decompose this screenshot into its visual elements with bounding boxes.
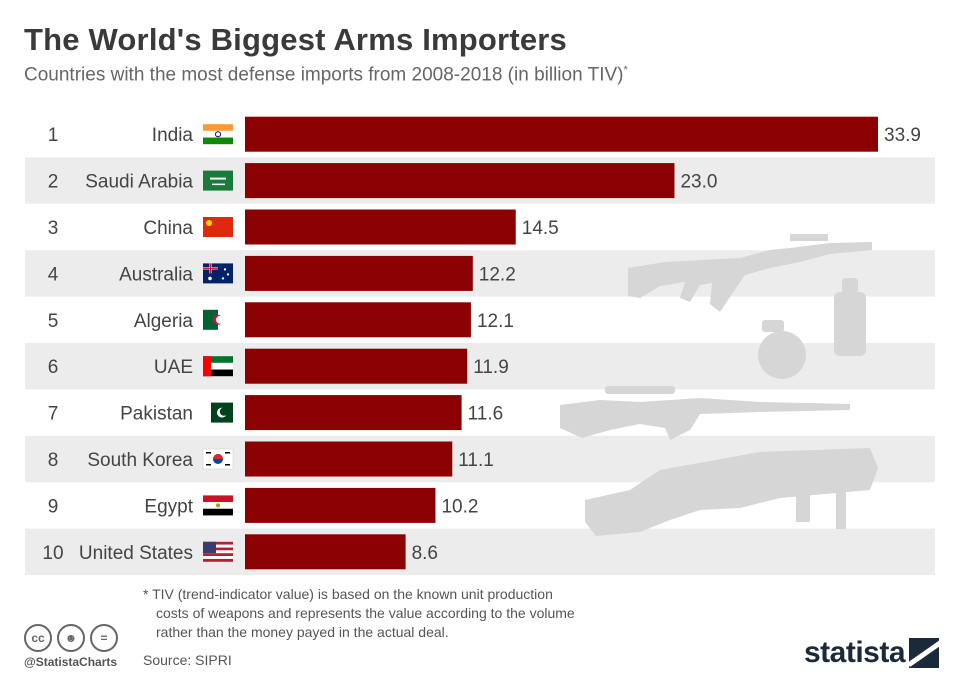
flag-india-icon [203, 124, 233, 145]
category-label: Egypt [144, 496, 193, 517]
value-label: 11.9 [473, 357, 509, 378]
sniper-rifle-icon [560, 386, 850, 440]
logo-text: statista [804, 636, 906, 669]
flag-south-korea-icon [202, 448, 234, 470]
rocket-launcher-icon [585, 448, 878, 536]
value-label: 10.2 [441, 496, 478, 517]
value-label: 12.1 [477, 311, 514, 332]
rank-label: 1 [48, 125, 59, 146]
value-label: 11.1 [458, 450, 494, 471]
value-label: 12.2 [479, 264, 516, 285]
rank-label: 7 [48, 404, 59, 425]
value-label: 33.9 [884, 125, 921, 146]
value-label: 11.6 [468, 404, 504, 425]
category-label: Australia [119, 264, 193, 285]
attribution-icon: ☻ [57, 624, 85, 652]
bar [245, 209, 516, 245]
flag-saudi-arabia-icon [203, 170, 233, 191]
row-background [25, 528, 935, 575]
grenade-canister [834, 292, 866, 356]
flag-egypt-icon [203, 495, 233, 516]
launcher-stand [836, 485, 846, 529]
no-derivatives-icon: = [90, 624, 118, 652]
bar-chart: 1 India 33.9 2 Saudi Arabia 23.0 3 China 14.5 4 Au… [25, 116, 935, 575]
rank-label: 8 [48, 450, 59, 471]
social-handle: @StatistaCharts [24, 655, 118, 669]
rifle-body [628, 242, 872, 312]
logo-mark-icon [909, 638, 940, 668]
grenade-icon [758, 320, 806, 379]
rank-label: 2 [48, 172, 59, 193]
footnote: * TIV (trend-indicator value) is based o… [143, 585, 703, 642]
bar [245, 255, 473, 291]
bar [245, 163, 675, 199]
rank-label: 3 [48, 218, 59, 239]
rank-label: 5 [48, 311, 59, 332]
category-label: United States [79, 543, 193, 564]
bar [245, 302, 471, 338]
grenade-body [758, 331, 806, 379]
value-label: 8.6 [412, 543, 438, 564]
value-label: 23.0 [680, 172, 717, 193]
flag-australia-icon [203, 263, 233, 284]
rank-label: 10 [42, 543, 63, 564]
flag-united-states-icon [203, 541, 233, 562]
rifle-handle [790, 234, 828, 241]
chart-subtitle: Countries with the most defense imports … [24, 64, 628, 86]
footnote-line: rather than the money payed in the actua… [156, 624, 449, 640]
bar [245, 441, 453, 477]
assault-rifle-icon [628, 234, 872, 312]
chart-title: The World's Biggest Arms Importers [24, 22, 567, 57]
launcher-body [585, 448, 878, 536]
flag-pakistan-icon [203, 402, 233, 423]
value-label: 14.5 [522, 218, 559, 239]
bar [245, 534, 406, 570]
statista-logo: statista [804, 636, 940, 670]
category-label: Saudi Arabia [85, 172, 193, 193]
creative-commons-icon: cc [24, 624, 52, 652]
license-icons: cc ☻ = [24, 624, 123, 652]
subtitle-text: Countries with the most defense imports … [24, 64, 624, 86]
flag-china-icon [203, 217, 233, 237]
category-label: UAE [154, 357, 193, 378]
category-label: China [143, 218, 193, 239]
category-label: South Korea [87, 450, 193, 471]
bar [245, 348, 468, 384]
grenade-top [842, 278, 858, 294]
weapon-silhouettes [560, 234, 878, 536]
rank-label: 9 [48, 496, 59, 517]
launcher-grip [796, 490, 810, 522]
grenade-cap [762, 320, 784, 332]
category-label: India [152, 125, 194, 146]
grenade-icon [834, 278, 866, 356]
footnote-line: * TIV (trend-indicator value) is based o… [143, 586, 553, 602]
category-label: Pakistan [120, 404, 193, 425]
bar [245, 487, 436, 523]
rank-label: 6 [48, 357, 59, 378]
source-note: Source: SIPRI [143, 652, 232, 668]
rank-label: 4 [48, 264, 59, 285]
flag-algeria-icon [203, 309, 233, 330]
category-label: Algeria [134, 311, 194, 332]
sniper-scope [605, 386, 675, 394]
footnote-line: costs of weapons and represents the valu… [156, 605, 575, 621]
subtitle-footnote-mark: * [623, 64, 628, 76]
sniper-body [560, 398, 850, 440]
bar [245, 116, 878, 152]
bar [245, 395, 462, 431]
flag-uae-icon [203, 356, 233, 377]
